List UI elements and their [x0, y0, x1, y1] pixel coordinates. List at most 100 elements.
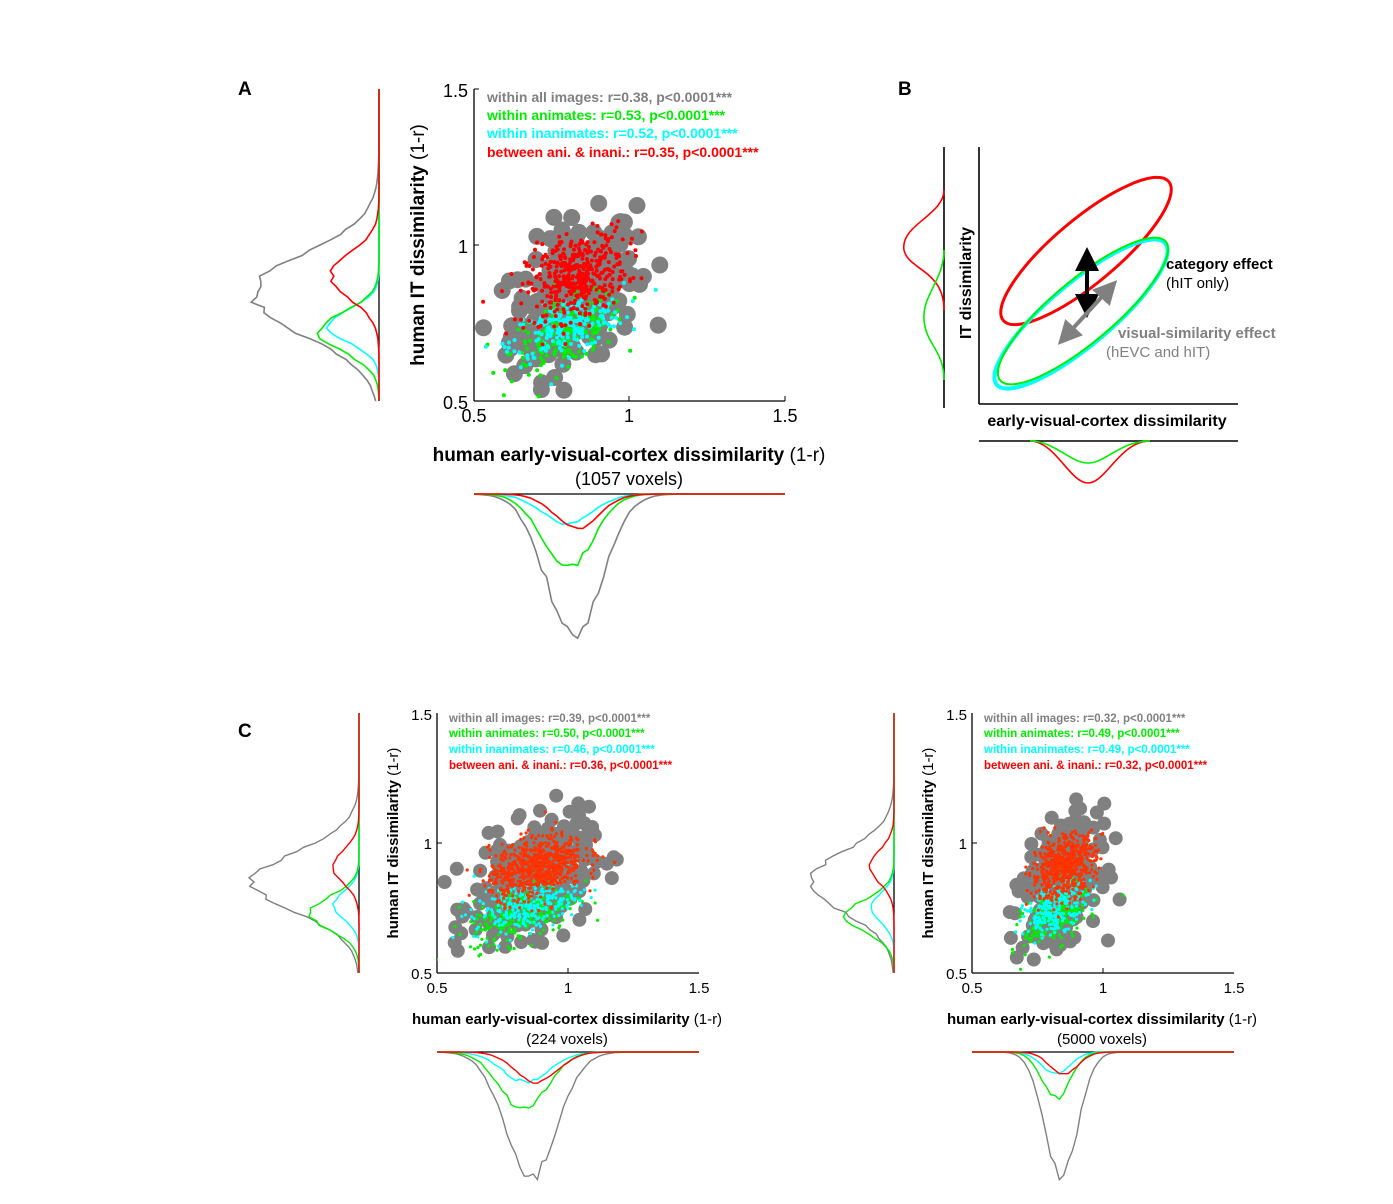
data-point-inanimate: [1084, 893, 1088, 897]
data-point-inanimate: [596, 319, 600, 324]
data-point-animate: [608, 327, 613, 332]
data-point-between: [614, 225, 619, 230]
data-point-between: [549, 300, 553, 305]
data-point-between: [552, 259, 557, 264]
data-point-between: [1046, 847, 1050, 852]
data-point-inanimate: [491, 913, 495, 917]
data-point-inanimate: [1029, 910, 1033, 914]
data-point-between: [1047, 893, 1051, 897]
data-point-between: [1052, 880, 1056, 884]
data-point-between: [520, 869, 524, 873]
data-point-all: [1073, 801, 1088, 816]
data-point-between: [478, 870, 482, 874]
data-point-inanimate: [566, 310, 570, 315]
data-point-between: [527, 900, 531, 904]
data-point-inanimate: [598, 314, 603, 319]
data-point-inanimate: [508, 915, 512, 919]
data-point-between: [578, 322, 583, 326]
data-point-animate: [538, 355, 543, 360]
data-point-animate: [529, 943, 533, 947]
data-point-between: [520, 866, 524, 870]
panel-c-right-stats: within all images: r=0.32, p<0.0001*** w…: [983, 713, 1208, 772]
data-point-between: [515, 900, 520, 904]
panel-c-right-ytick-label: 1: [959, 836, 967, 853]
data-point-all: [1044, 810, 1059, 825]
data-point-between: [533, 856, 537, 860]
data-point-all: [1024, 837, 1039, 851]
data-point-all: [570, 223, 588, 241]
data-point-inanimate: [559, 887, 564, 891]
data-point-inanimate: [507, 340, 511, 345]
data-point-animate: [564, 894, 568, 898]
data-point-animate: [566, 365, 571, 369]
data-point-between: [1031, 866, 1035, 871]
data-point-between: [1036, 908, 1040, 912]
data-point-inanimate: [1083, 902, 1087, 907]
data-point-between: [528, 879, 533, 883]
data-point-between: [1052, 842, 1056, 846]
data-point-inanimate: [517, 918, 521, 922]
data-point-animate: [524, 363, 529, 368]
data-point-between: [1053, 861, 1057, 866]
data-point-animate: [510, 929, 515, 933]
data-point-between: [639, 229, 644, 234]
data-point-between: [530, 876, 534, 880]
data-point-inanimate: [1070, 913, 1074, 918]
data-point-inanimate: [541, 893, 545, 897]
data-point-all: [514, 935, 529, 949]
data-point-between: [1100, 832, 1104, 837]
data-point-between: [589, 284, 594, 289]
panel-c-right-xtick-label: 1.5: [1224, 980, 1245, 997]
data-point-animate: [1064, 920, 1068, 924]
data-point-between: [535, 884, 540, 888]
data-point-inanimate: [1046, 919, 1051, 923]
data-point-all: [522, 297, 540, 314]
data-point-all: [527, 820, 542, 835]
data-point-between: [543, 319, 548, 324]
data-point-between: [585, 260, 590, 265]
data-point-between: [517, 870, 521, 874]
data-point-between: [563, 264, 568, 269]
data-point-between: [503, 849, 507, 853]
data-point-inanimate: [478, 899, 482, 903]
data-point-animate: [501, 393, 506, 398]
data-point-inanimate: [1028, 922, 1032, 926]
data-point-all: [457, 296, 474, 313]
data-point-inanimate: [518, 894, 522, 898]
data-point-between: [569, 307, 574, 312]
data-point-between: [510, 878, 514, 882]
panel-c-left-stats: within all images: r=0.39, p<0.0001*** w…: [448, 713, 673, 772]
data-point-inanimate: [1055, 921, 1059, 925]
data-point-between: [552, 309, 557, 314]
data-point-all: [1003, 930, 1018, 945]
data-point-inanimate: [573, 898, 577, 902]
data-point-animate: [1022, 943, 1026, 947]
data-point-between: [496, 875, 500, 879]
data-point-inanimate: [528, 362, 533, 367]
data-point-between: [582, 286, 587, 291]
data-point-inanimate: [577, 343, 582, 348]
data-point-between: [499, 901, 503, 905]
data-point-inanimate: [579, 903, 583, 907]
data-point-between: [1032, 895, 1036, 899]
data-point-between: [539, 263, 544, 268]
data-point-inanimate: [577, 317, 582, 322]
data-point-between: [557, 274, 562, 279]
data-point-between: [1064, 843, 1068, 847]
data-point-inanimate: [1056, 925, 1060, 929]
data-point-between: [528, 868, 532, 872]
data-point-between: [551, 284, 556, 289]
data-point-animate: [491, 370, 496, 375]
data-point-between: [1044, 873, 1048, 877]
data-point-between: [520, 282, 525, 286]
data-point-between: [531, 255, 536, 259]
data-point-between: [1070, 860, 1074, 864]
data-point-between: [1091, 851, 1095, 855]
stat-between: between ani. & inani.: r=0.35, p<0.0001*…: [487, 144, 759, 160]
data-point-between: [519, 837, 523, 842]
data-point-all: [528, 227, 546, 245]
data-point-inanimate: [530, 351, 535, 356]
data-point-between: [553, 857, 557, 861]
data-point-between: [534, 848, 538, 852]
data-point-inanimate: [483, 344, 488, 349]
